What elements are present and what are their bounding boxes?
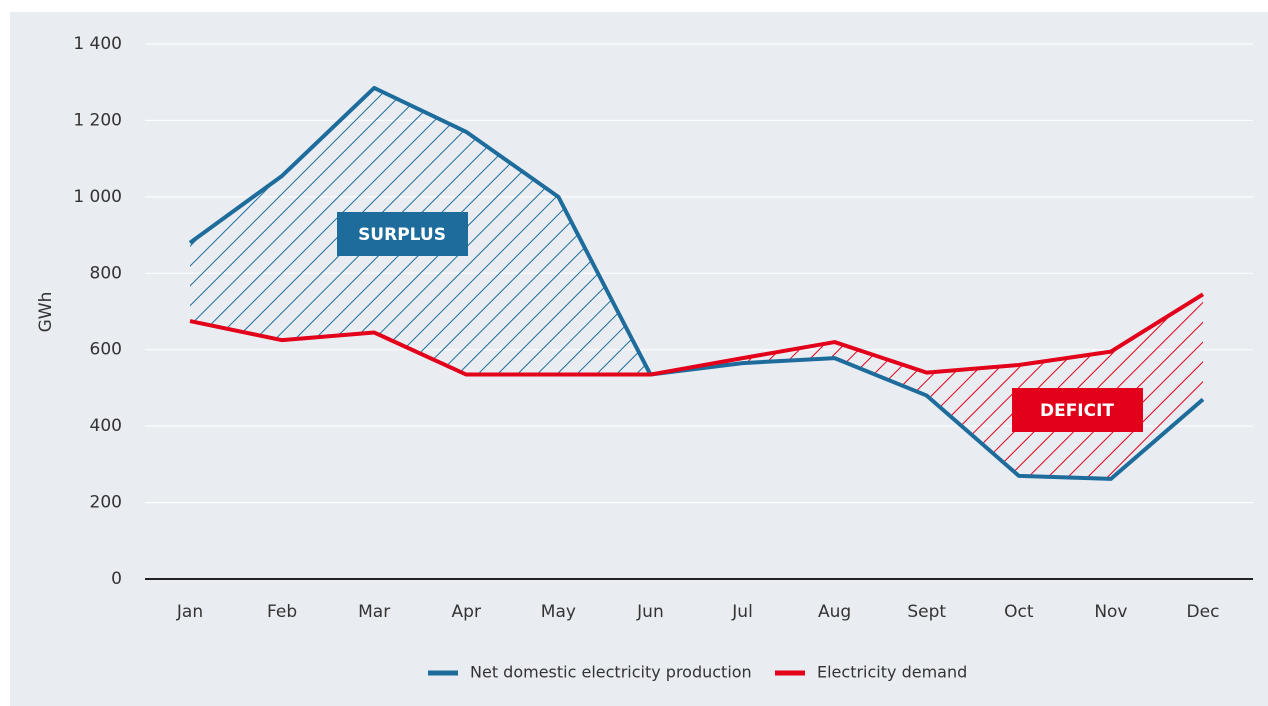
x-tick-label: Jun bbox=[636, 602, 664, 622]
y-tick-label: 1 400 bbox=[73, 34, 122, 54]
y-tick-label: 0 bbox=[111, 569, 122, 589]
x-tick-label: Sept bbox=[907, 602, 946, 622]
x-tick-label: Aug bbox=[818, 602, 851, 622]
x-tick-label: Jul bbox=[731, 602, 753, 622]
y-axis-label: GWh bbox=[36, 292, 56, 333]
y-tick-label: 1 000 bbox=[73, 187, 122, 207]
series-line bbox=[188, 85, 1205, 481]
y-tick-label: 200 bbox=[90, 493, 122, 513]
annotation-surplus: SURPLUS bbox=[337, 212, 468, 256]
x-tick-label: Feb bbox=[267, 602, 297, 622]
y-tick-label: 400 bbox=[90, 416, 122, 436]
x-tick-label: Mar bbox=[358, 602, 390, 622]
y-tick-label: 600 bbox=[90, 340, 122, 360]
y-tick-label: 1 200 bbox=[73, 110, 122, 130]
x-tick-label: Oct bbox=[1004, 602, 1034, 622]
x-tick-label: Apr bbox=[452, 602, 481, 622]
x-tick-label: Jan bbox=[176, 602, 203, 622]
x-tick-label: Dec bbox=[1187, 602, 1220, 622]
annotation-text: DEFICIT bbox=[1040, 401, 1114, 421]
annotation-box bbox=[337, 212, 468, 256]
annotation-text: SURPLUS bbox=[358, 225, 446, 245]
x-tick-label: May bbox=[541, 602, 576, 622]
annotation-box bbox=[1012, 388, 1143, 432]
x-tick-label: Nov bbox=[1094, 602, 1127, 622]
y-tick-label: 800 bbox=[90, 263, 122, 283]
legend-label: Net domestic electricity production bbox=[470, 663, 752, 682]
annotation-deficit: DEFICIT bbox=[1012, 388, 1143, 432]
series-line bbox=[189, 292, 1205, 377]
legend-label: Electricity demand bbox=[817, 663, 967, 682]
